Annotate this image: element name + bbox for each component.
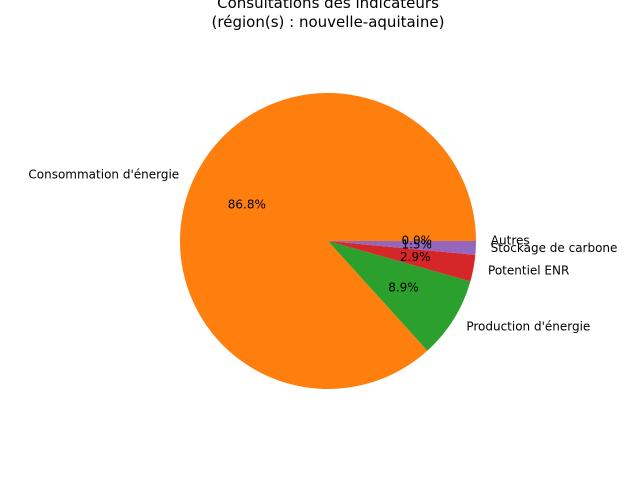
slice-percent-consommation-d-energie: 86.8% xyxy=(228,198,266,212)
slice-percent-potentiel-enr: 2.9% xyxy=(400,250,431,264)
pie-slice-stockage-de-carbone xyxy=(328,241,476,255)
pie-slice-production-d-energie xyxy=(328,241,471,351)
chart-title-line-2: (région(s) : nouvelle-aquitaine) xyxy=(212,13,445,31)
slice-label-production-d-energie: Production d'énergie xyxy=(466,319,590,333)
pie-slices xyxy=(180,93,476,390)
slice-label-stockage-de-carbone: Stockage de carbone xyxy=(491,241,618,255)
pie-slice-consommation-d-energie xyxy=(180,93,476,390)
pie-labels: Autres 0.0% Consommation d'énergie 86.8% Pro… xyxy=(28,168,617,334)
slice-label-autres: Autres xyxy=(491,234,530,248)
slice-percent-autres: 0.0% xyxy=(402,234,433,248)
chart-title-line-1: Consultations des indicateurs xyxy=(217,0,439,12)
slice-percent-production-d-energie: 8.9% xyxy=(388,280,419,294)
slice-label-potentiel-enr: Potentiel ENR xyxy=(488,263,569,277)
slice-percent-stockage-de-carbone: 1.5% xyxy=(401,238,432,252)
pie-slice-potentiel-enr xyxy=(328,241,476,282)
slice-label-consommation-d-energie: Consommation d'énergie xyxy=(28,168,179,182)
